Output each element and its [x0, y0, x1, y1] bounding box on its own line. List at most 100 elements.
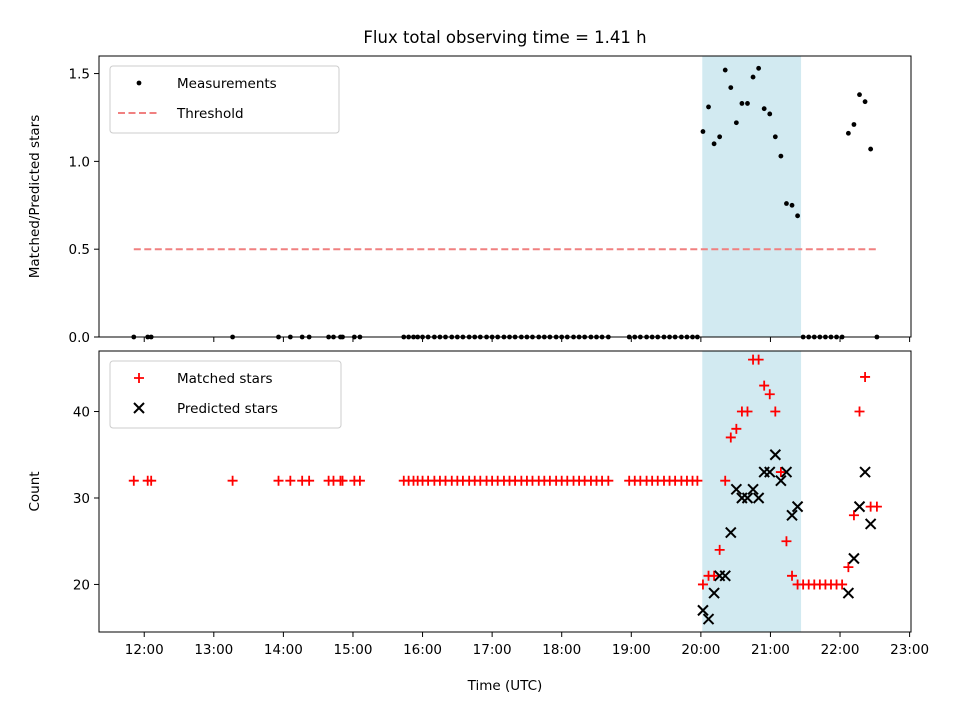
- data-point: [337, 475, 348, 486]
- data-point: [854, 406, 865, 417]
- y-tick-label: 0.5: [69, 242, 90, 258]
- data-point: [871, 501, 882, 512]
- data-point: [770, 406, 781, 417]
- y-tick-label: 40: [73, 405, 90, 421]
- legend-label: Predicted stars: [177, 401, 278, 417]
- data-point: [772, 134, 778, 140]
- data-point: [775, 474, 787, 487]
- data-point: [745, 101, 750, 106]
- data-point: [706, 104, 711, 110]
- x-tick-label: 18:00: [542, 642, 581, 658]
- data-point: [702, 613, 715, 625]
- data-point: [697, 579, 708, 590]
- data-point: [719, 570, 731, 582]
- data-point: [759, 380, 770, 391]
- data-point: [764, 389, 775, 400]
- data-point: [791, 500, 804, 513]
- data-point: [711, 141, 717, 147]
- y-tick-label: 1.0: [69, 154, 90, 170]
- panel-ratio: 0.0 0.5 1.0 1.5 Matched/Predicted stars Measu…: [27, 55, 912, 346]
- data-point: [273, 475, 284, 486]
- legend-swatch-x: [133, 402, 145, 414]
- x-tick-label: 16:00: [403, 642, 442, 658]
- legend-label: Matched stars: [177, 371, 273, 387]
- data-point: [304, 475, 315, 486]
- x-tick-label: 17:00: [473, 642, 512, 658]
- data-point: [709, 570, 720, 581]
- data-point: [739, 101, 745, 106]
- data-point: [767, 111, 773, 117]
- data-point: [725, 526, 737, 539]
- data-point: [731, 423, 742, 434]
- data-point: [761, 106, 767, 112]
- legend: Matched stars Predicted stars: [109, 360, 342, 429]
- series-matched-stars: [128, 354, 882, 590]
- data-point: [859, 466, 871, 478]
- y-tick-label: 1.5: [69, 67, 90, 83]
- data-point: [692, 475, 703, 486]
- data-point: [146, 475, 157, 486]
- panel-counts: 12:00 13:00 14:00 15:00 16:00 17:00 18:00 19:00…: [27, 350, 929, 658]
- data-point: [354, 475, 365, 486]
- data-point: [733, 120, 739, 126]
- x-axis-label: Time (UTC): [467, 678, 543, 694]
- legend-label: Threshold: [176, 106, 244, 122]
- x-tick-label: 20:00: [681, 642, 720, 658]
- data-point: [753, 354, 764, 365]
- data-point: [851, 122, 857, 127]
- data-point: [750, 74, 756, 80]
- data-point: [857, 92, 862, 98]
- legend: Measurements Threshold: [109, 65, 340, 134]
- x-tick-label: 14:00: [264, 642, 303, 658]
- y-tick-label: 20: [73, 577, 90, 593]
- legend-box: [109, 65, 340, 134]
- data-point: [700, 129, 706, 134]
- observing-span: [702, 56, 802, 337]
- data-point: [714, 544, 725, 555]
- legend-box: [109, 360, 342, 429]
- axes-frame: [98, 55, 912, 338]
- data-point: [708, 587, 720, 599]
- x-tick-label: 12:00: [125, 642, 164, 658]
- data-point: [864, 518, 877, 530]
- y-tick-label: 0.0: [69, 330, 90, 346]
- data-point: [848, 552, 860, 565]
- data-point: [775, 467, 786, 478]
- data-point: [741, 492, 754, 504]
- data-point: [786, 509, 798, 521]
- data-point: [728, 85, 734, 91]
- y-axis-label: Matched/Predicted stars: [27, 115, 43, 278]
- data-point: [725, 432, 736, 443]
- data-point: [769, 449, 782, 461]
- data-point: [845, 130, 851, 136]
- x-tick-label: 23:00: [890, 642, 929, 658]
- data-point: [285, 475, 296, 486]
- data-point: [752, 492, 765, 504]
- data-point: [747, 483, 759, 496]
- data-point: [842, 587, 855, 599]
- data-point: [742, 406, 753, 417]
- data-point: [756, 65, 762, 71]
- data-point: [603, 475, 614, 486]
- chart-title: Flux total observing time = 1.41 h: [363, 28, 646, 47]
- data-point: [764, 466, 776, 478]
- data-point: [717, 134, 723, 140]
- axes-frame: [98, 350, 912, 633]
- legend-swatch-plus: [134, 373, 144, 383]
- data-point: [862, 99, 868, 105]
- data-point: [853, 500, 866, 513]
- legend-label: Measurements: [177, 76, 277, 92]
- data-point: [730, 483, 743, 496]
- data-point: [780, 466, 793, 478]
- data-point: [720, 475, 731, 486]
- data-point: [778, 153, 784, 159]
- legend-swatch-dot: [136, 80, 142, 86]
- data-point: [787, 570, 798, 581]
- x-tick-label: 21:00: [751, 642, 790, 658]
- data-point: [860, 371, 871, 382]
- data-point: [795, 213, 800, 219]
- data-point: [789, 202, 795, 208]
- series-predicted-stars: [697, 449, 877, 625]
- data-point: [722, 67, 728, 73]
